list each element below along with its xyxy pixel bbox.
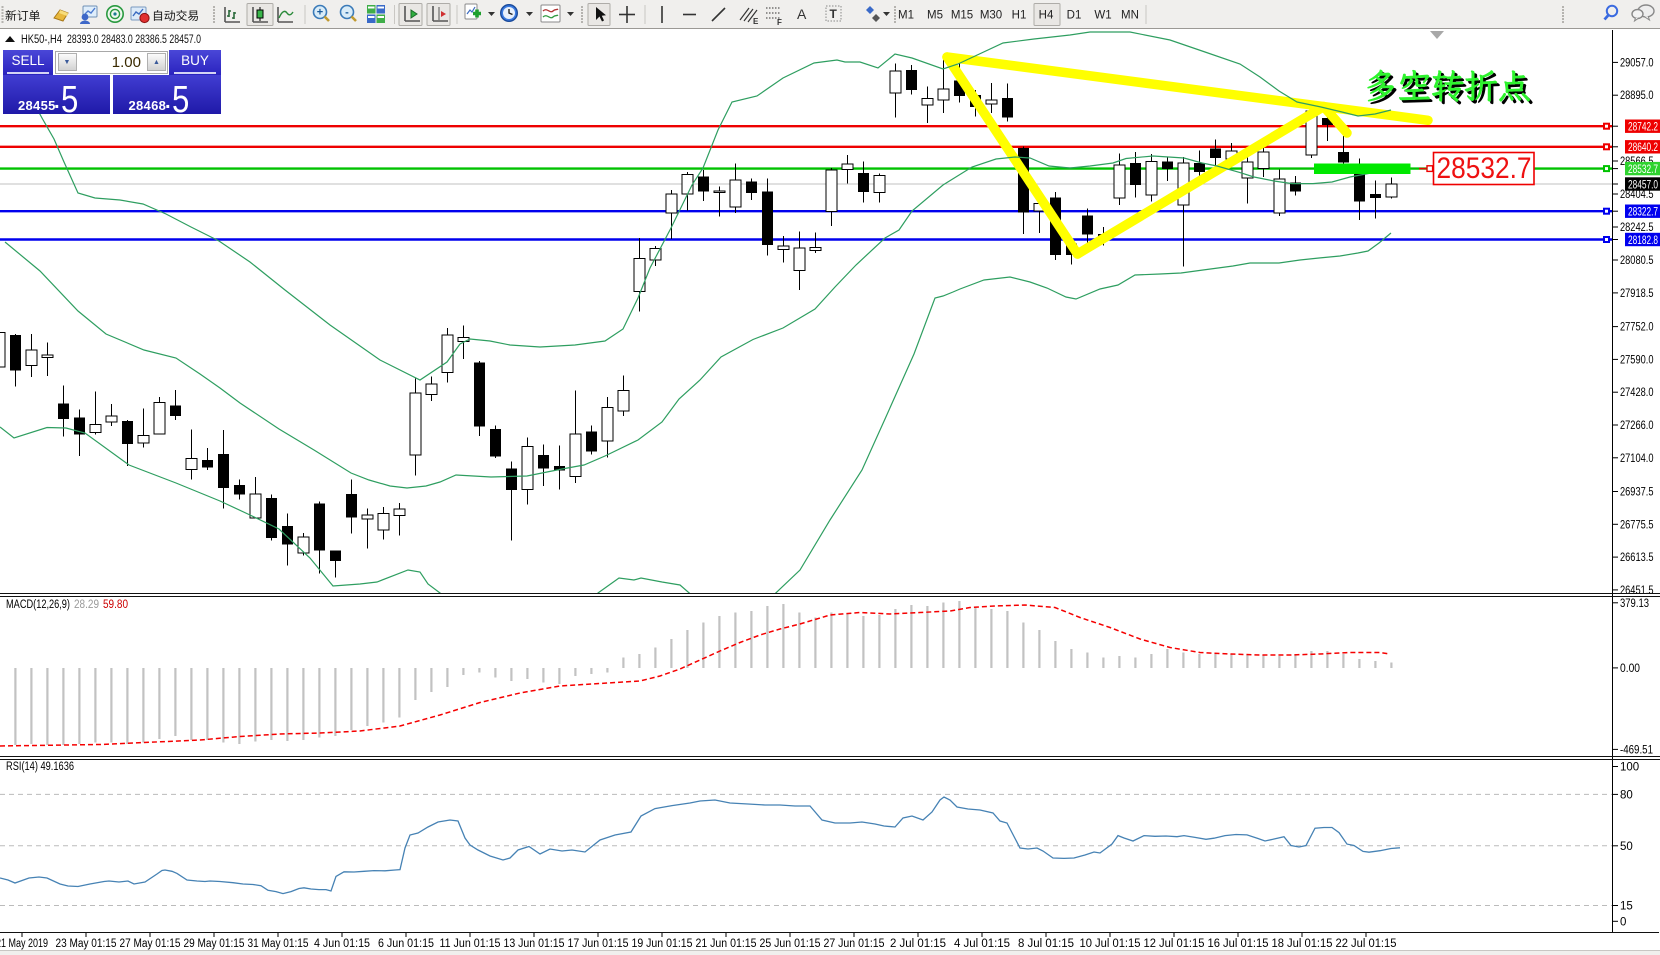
svg-text:27104.0: 27104.0 [1620, 453, 1654, 465]
svg-text:28322.7: 28322.7 [1628, 207, 1658, 219]
svg-text:RSI(14) 49.1636: RSI(14) 49.1636 [6, 761, 74, 773]
svg-text:28640.2: 28640.2 [1628, 142, 1658, 154]
svg-text:19 Jun 01:15: 19 Jun 01:15 [632, 938, 693, 950]
svg-text:26775.5: 26775.5 [1620, 519, 1654, 531]
svg-text:29057.0: 29057.0 [1620, 57, 1654, 69]
svg-text:28532.7: 28532.7 [1437, 152, 1532, 185]
svg-text:50: 50 [1620, 841, 1633, 853]
svg-text:-469.51: -469.51 [1620, 744, 1653, 756]
svg-text:28532.7: 28532.7 [1628, 164, 1658, 176]
svg-text:27752.0: 27752.0 [1620, 322, 1654, 334]
svg-text:H4: H4 [1039, 10, 1054, 22]
svg-text:27 Jun 01:15: 27 Jun 01:15 [824, 938, 885, 950]
svg-text:M5: M5 [927, 10, 943, 22]
svg-text:27590.0: 27590.0 [1620, 354, 1654, 366]
svg-text:28393.0 28483.0 28386.5 28457.: 28393.0 28483.0 28386.5 28457.0 [67, 34, 201, 46]
svg-text:16 Jul 01:15: 16 Jul 01:15 [1208, 938, 1269, 950]
svg-text:31 May 01:15: 31 May 01:15 [248, 938, 309, 950]
svg-text:28742.2: 28742.2 [1628, 122, 1658, 134]
svg-text:25 Jun 01:15: 25 Jun 01:15 [760, 938, 821, 950]
svg-text:2 Jul 01:15: 2 Jul 01:15 [890, 938, 946, 950]
svg-text:28.29: 28.29 [74, 599, 99, 611]
svg-text:6 Jun 01:15: 6 Jun 01:15 [378, 938, 434, 950]
svg-text:10 Jul 01:15: 10 Jul 01:15 [1080, 938, 1141, 950]
svg-text:21 Jun 01:15: 21 Jun 01:15 [696, 938, 757, 950]
svg-text:59.80: 59.80 [103, 599, 128, 611]
svg-text:F: F [777, 18, 782, 27]
svg-text:15: 15 [1620, 901, 1633, 913]
svg-text:+: + [317, 7, 323, 19]
svg-text:27 May 01:15: 27 May 01:15 [120, 938, 181, 950]
svg-text:28182.8: 28182.8 [1628, 235, 1658, 247]
svg-text:11 Jun 01:15: 11 Jun 01:15 [440, 938, 501, 950]
svg-text:M15: M15 [951, 10, 973, 22]
svg-text:26613.5: 26613.5 [1620, 552, 1654, 564]
svg-text:H1: H1 [1012, 10, 1027, 22]
svg-text:100: 100 [1620, 762, 1639, 774]
svg-text:17 Jun 01:15: 17 Jun 01:15 [568, 938, 629, 950]
svg-text:M30: M30 [980, 10, 1002, 22]
svg-text:HK50-,H4: HK50-,H4 [21, 34, 62, 46]
svg-text:0: 0 [1620, 916, 1626, 928]
svg-text:22 Jul 01:15: 22 Jul 01:15 [1336, 938, 1397, 950]
svg-text:D1: D1 [1067, 10, 1082, 22]
svg-text:E: E [753, 17, 759, 26]
svg-text:W1: W1 [1094, 10, 1111, 22]
svg-text:A: A [797, 6, 807, 22]
svg-text:12 Jul 01:15: 12 Jul 01:15 [1144, 938, 1205, 950]
svg-text:26451.5: 26451.5 [1620, 585, 1654, 597]
svg-text:29 May 01:15: 29 May 01:15 [184, 938, 245, 950]
svg-text:MACD(12,26,9): MACD(12,26,9) [6, 599, 70, 611]
svg-text:28404.5: 28404.5 [1620, 189, 1654, 201]
svg-text:23 May 01:15: 23 May 01:15 [56, 938, 117, 950]
svg-text:4 Jun 01:15: 4 Jun 01:15 [314, 938, 370, 950]
svg-text:28242.5: 28242.5 [1620, 222, 1654, 234]
svg-text:T: T [830, 7, 838, 21]
svg-text:M1: M1 [898, 10, 914, 22]
svg-text:28895.0: 28895.0 [1620, 90, 1654, 102]
svg-text:26937.5: 26937.5 [1620, 487, 1654, 499]
svg-text:13 Jun 01:15: 13 Jun 01:15 [504, 938, 565, 950]
svg-text:27918.5: 27918.5 [1620, 288, 1654, 300]
svg-text:28080.5: 28080.5 [1620, 255, 1654, 267]
svg-text:379.13: 379.13 [1620, 598, 1649, 610]
svg-text:21 May 2019: 21 May 2019 [0, 938, 48, 950]
svg-text:27266.0: 27266.0 [1620, 420, 1654, 432]
svg-text:MN: MN [1121, 10, 1139, 22]
svg-text:8 Jul 01:15: 8 Jul 01:15 [1018, 938, 1074, 950]
svg-text:0.00: 0.00 [1620, 663, 1640, 675]
svg-text:28457.0: 28457.0 [1628, 179, 1658, 191]
svg-text:80: 80 [1620, 789, 1633, 801]
svg-text:-: - [345, 7, 349, 19]
svg-text:27428.0: 27428.0 [1620, 387, 1654, 399]
svg-text:18 Jul 01:15: 18 Jul 01:15 [1272, 938, 1333, 950]
svg-text:4 Jul 01:15: 4 Jul 01:15 [954, 938, 1010, 950]
